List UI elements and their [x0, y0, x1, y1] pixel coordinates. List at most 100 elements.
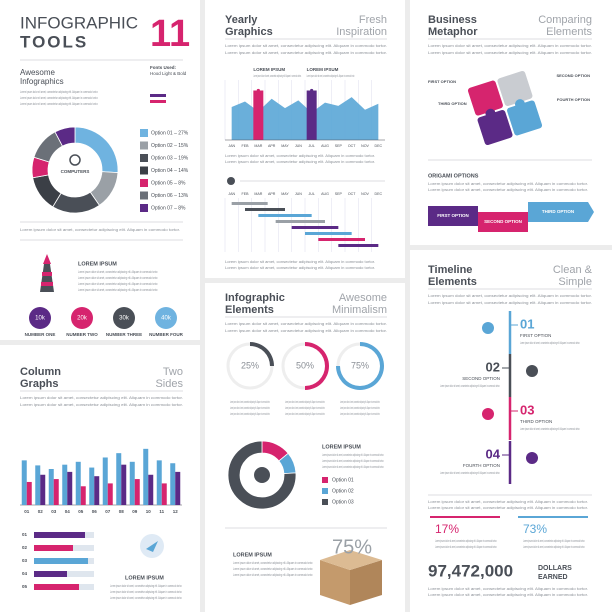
body-text: Lorem ipsum dolor sit amet, consectetur … — [428, 294, 592, 298]
legend-swatch — [322, 477, 328, 483]
body-text: Lorem ipsum dolor sit amet, consectetur … — [523, 545, 585, 549]
body-text: Lorem ipsum dolor sit amet, consectetur … — [233, 573, 313, 577]
legend-swatch — [322, 488, 328, 494]
column — [143, 448, 149, 505]
column — [161, 483, 167, 505]
month-label: JUN — [295, 192, 302, 196]
body-text: Lorem ipsum dolor sit amet, consectetur … — [78, 288, 158, 292]
body-text: Lorem ipsum dolor sit amet, consectetur … — [78, 276, 158, 280]
gauge-label: 50% — [296, 360, 314, 370]
stat-circle — [113, 307, 135, 329]
section-subtitle: Two — [163, 366, 183, 378]
stat-value: 30k — [119, 316, 130, 322]
body-text: Lorem ipsum dolor sit amet, consectetur … — [428, 182, 588, 186]
gantt-bar — [291, 226, 339, 229]
hbar — [34, 558, 88, 564]
section-title: Timeline — [428, 264, 472, 276]
total-unit: EARNED — [538, 574, 568, 581]
body-text: Lorem ipsum dolor sit amet, consectetur … — [225, 266, 375, 270]
body-text: Lorem ipsum dolor sit amet, consectetur … — [233, 567, 313, 571]
month-label: JAN — [228, 192, 235, 196]
box-front — [350, 560, 382, 605]
puzzle-label: SECOND OPTION — [556, 73, 590, 78]
callout-title: LOREM IPSUM — [307, 67, 339, 72]
body-text: Lorem ipsum dolor sit amet, consectetur … — [20, 90, 98, 94]
body-text: Lorem ipsum dolor sit amet, consectetur … — [307, 74, 355, 78]
column — [129, 461, 135, 505]
month-label: MAR — [254, 144, 262, 148]
x-tick-label: 08 — [119, 509, 125, 514]
x-tick-label: 03 — [51, 509, 57, 514]
stat-label: NUMBER ONE — [25, 332, 56, 337]
section-subtitle: Simple — [558, 276, 592, 288]
legend-label: Option 04 – 14% — [151, 168, 189, 174]
step-number: 03 — [520, 402, 534, 417]
legend-label: Option 06 – 13% — [151, 193, 189, 199]
ribbon-label: FIRST OPTION — [437, 213, 469, 218]
column — [116, 453, 122, 505]
section-subtitle: Clean & — [553, 264, 593, 276]
month-label: MAR — [254, 192, 262, 196]
body-text: Lorem ipsum dolor sit amet, consectetur … — [285, 412, 325, 416]
section-title: Yearly — [225, 14, 258, 26]
font-note: Hood Light & Bold — [150, 71, 187, 76]
column — [80, 486, 86, 505]
stat-circle — [155, 307, 177, 329]
body-text: Lorem ipsum dolor sit amet, consectetur … — [225, 154, 375, 158]
body-text: Lorem ipsum dolor sit amet, consectetur … — [428, 188, 588, 192]
month-label: NOV — [361, 144, 369, 148]
column — [102, 457, 108, 505]
puzzle-piece — [467, 80, 503, 116]
globe-icon — [227, 177, 235, 185]
box-side — [320, 560, 350, 605]
section-subtitle: Comparing — [538, 14, 592, 26]
row-label: 05 — [22, 584, 28, 589]
section-title: Column — [20, 366, 61, 378]
puzzle-label: FIRST OPTION — [428, 79, 456, 84]
brand-number: 11 — [150, 13, 190, 55]
body-text: Lorem ipsum dolor sit amet, consectetur … — [428, 506, 588, 510]
body-text: Lorem ipsum dolor sit amet, consectetur … — [225, 322, 387, 326]
brand-title-bold: TOOLS — [20, 32, 88, 51]
row-label: 04 — [22, 571, 28, 576]
month-label: AUG — [321, 144, 329, 148]
total-value: 97,472,000 — [428, 561, 513, 580]
box-top — [320, 550, 382, 570]
ribbon — [528, 202, 594, 222]
puzzle-piece — [477, 110, 513, 146]
gantt-bar — [245, 208, 285, 211]
month-label: JUL — [308, 192, 314, 196]
x-tick-label: 12 — [173, 509, 179, 514]
column — [148, 474, 154, 505]
column — [170, 463, 176, 505]
box-percent: 75% — [332, 536, 372, 558]
body-text: Lorem ipsum dolor sit amet, consectetur … — [225, 51, 387, 55]
body-text: Lorem ipsum dolor sit amet, consectetur … — [322, 465, 384, 469]
column — [156, 460, 162, 505]
x-tick-label: 11 — [159, 509, 164, 514]
stat-bar — [518, 516, 588, 518]
puzzle-knob — [485, 108, 496, 119]
puzzle-label: THIRD OPTION — [438, 101, 467, 106]
body-text: Lorem ipsum dolor sit amet, consectetur … — [428, 593, 588, 597]
body-text: Lorem ipsum dolor sit amet, consectetur … — [322, 459, 384, 463]
legend-label: Option 07 – 8% — [151, 205, 186, 211]
puzzle — [467, 70, 543, 146]
gauge-arc — [305, 342, 329, 390]
month-label: OCT — [348, 192, 356, 196]
puzzle-label: FOURTH OPTION — [557, 97, 590, 102]
origami-title: ORIGAMI OPTIONS — [428, 173, 479, 179]
body-text: Lorem ipsum dolor sit amet, consectetur … — [20, 403, 183, 407]
subtitle: Infographics — [20, 77, 64, 86]
step-icon — [482, 408, 494, 420]
month-label: APR — [268, 144, 276, 148]
body-text: Lorem ipsum dolor sit amet, consectetur … — [520, 427, 580, 431]
stat-value: 40k — [161, 316, 172, 322]
section-title: Elements — [428, 276, 477, 288]
column — [26, 481, 32, 505]
body-text: Lorem ipsum dolor sit amet, consectetur … — [435, 545, 497, 549]
month-label: MAY — [281, 144, 289, 148]
callout-title: LOREM IPSUM — [253, 67, 285, 72]
section-title: Infographic — [225, 292, 285, 304]
